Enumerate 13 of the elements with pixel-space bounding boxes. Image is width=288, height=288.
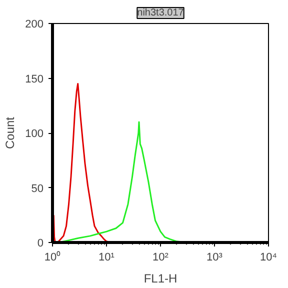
x-tick-label: 10³ (206, 252, 223, 264)
y-axis-title: Count (3, 116, 18, 150)
y-tick-label: 50 (31, 182, 44, 195)
y-tick-label: 200 (25, 18, 44, 30)
x-tick-label: 10⁴ (260, 252, 278, 264)
chart-title: nih3t3.017 (137, 8, 184, 18)
y-tick-label: 100 (25, 128, 44, 140)
x-tick-label: 10⁰ (44, 250, 61, 264)
x-tick-label: 10² (152, 252, 169, 264)
y-tick-label: 150 (25, 73, 44, 86)
x-tick-label: 10¹ (98, 252, 115, 264)
y-tick-label: 0 (37, 238, 44, 250)
x-axis-title: FL1-H (144, 272, 178, 286)
